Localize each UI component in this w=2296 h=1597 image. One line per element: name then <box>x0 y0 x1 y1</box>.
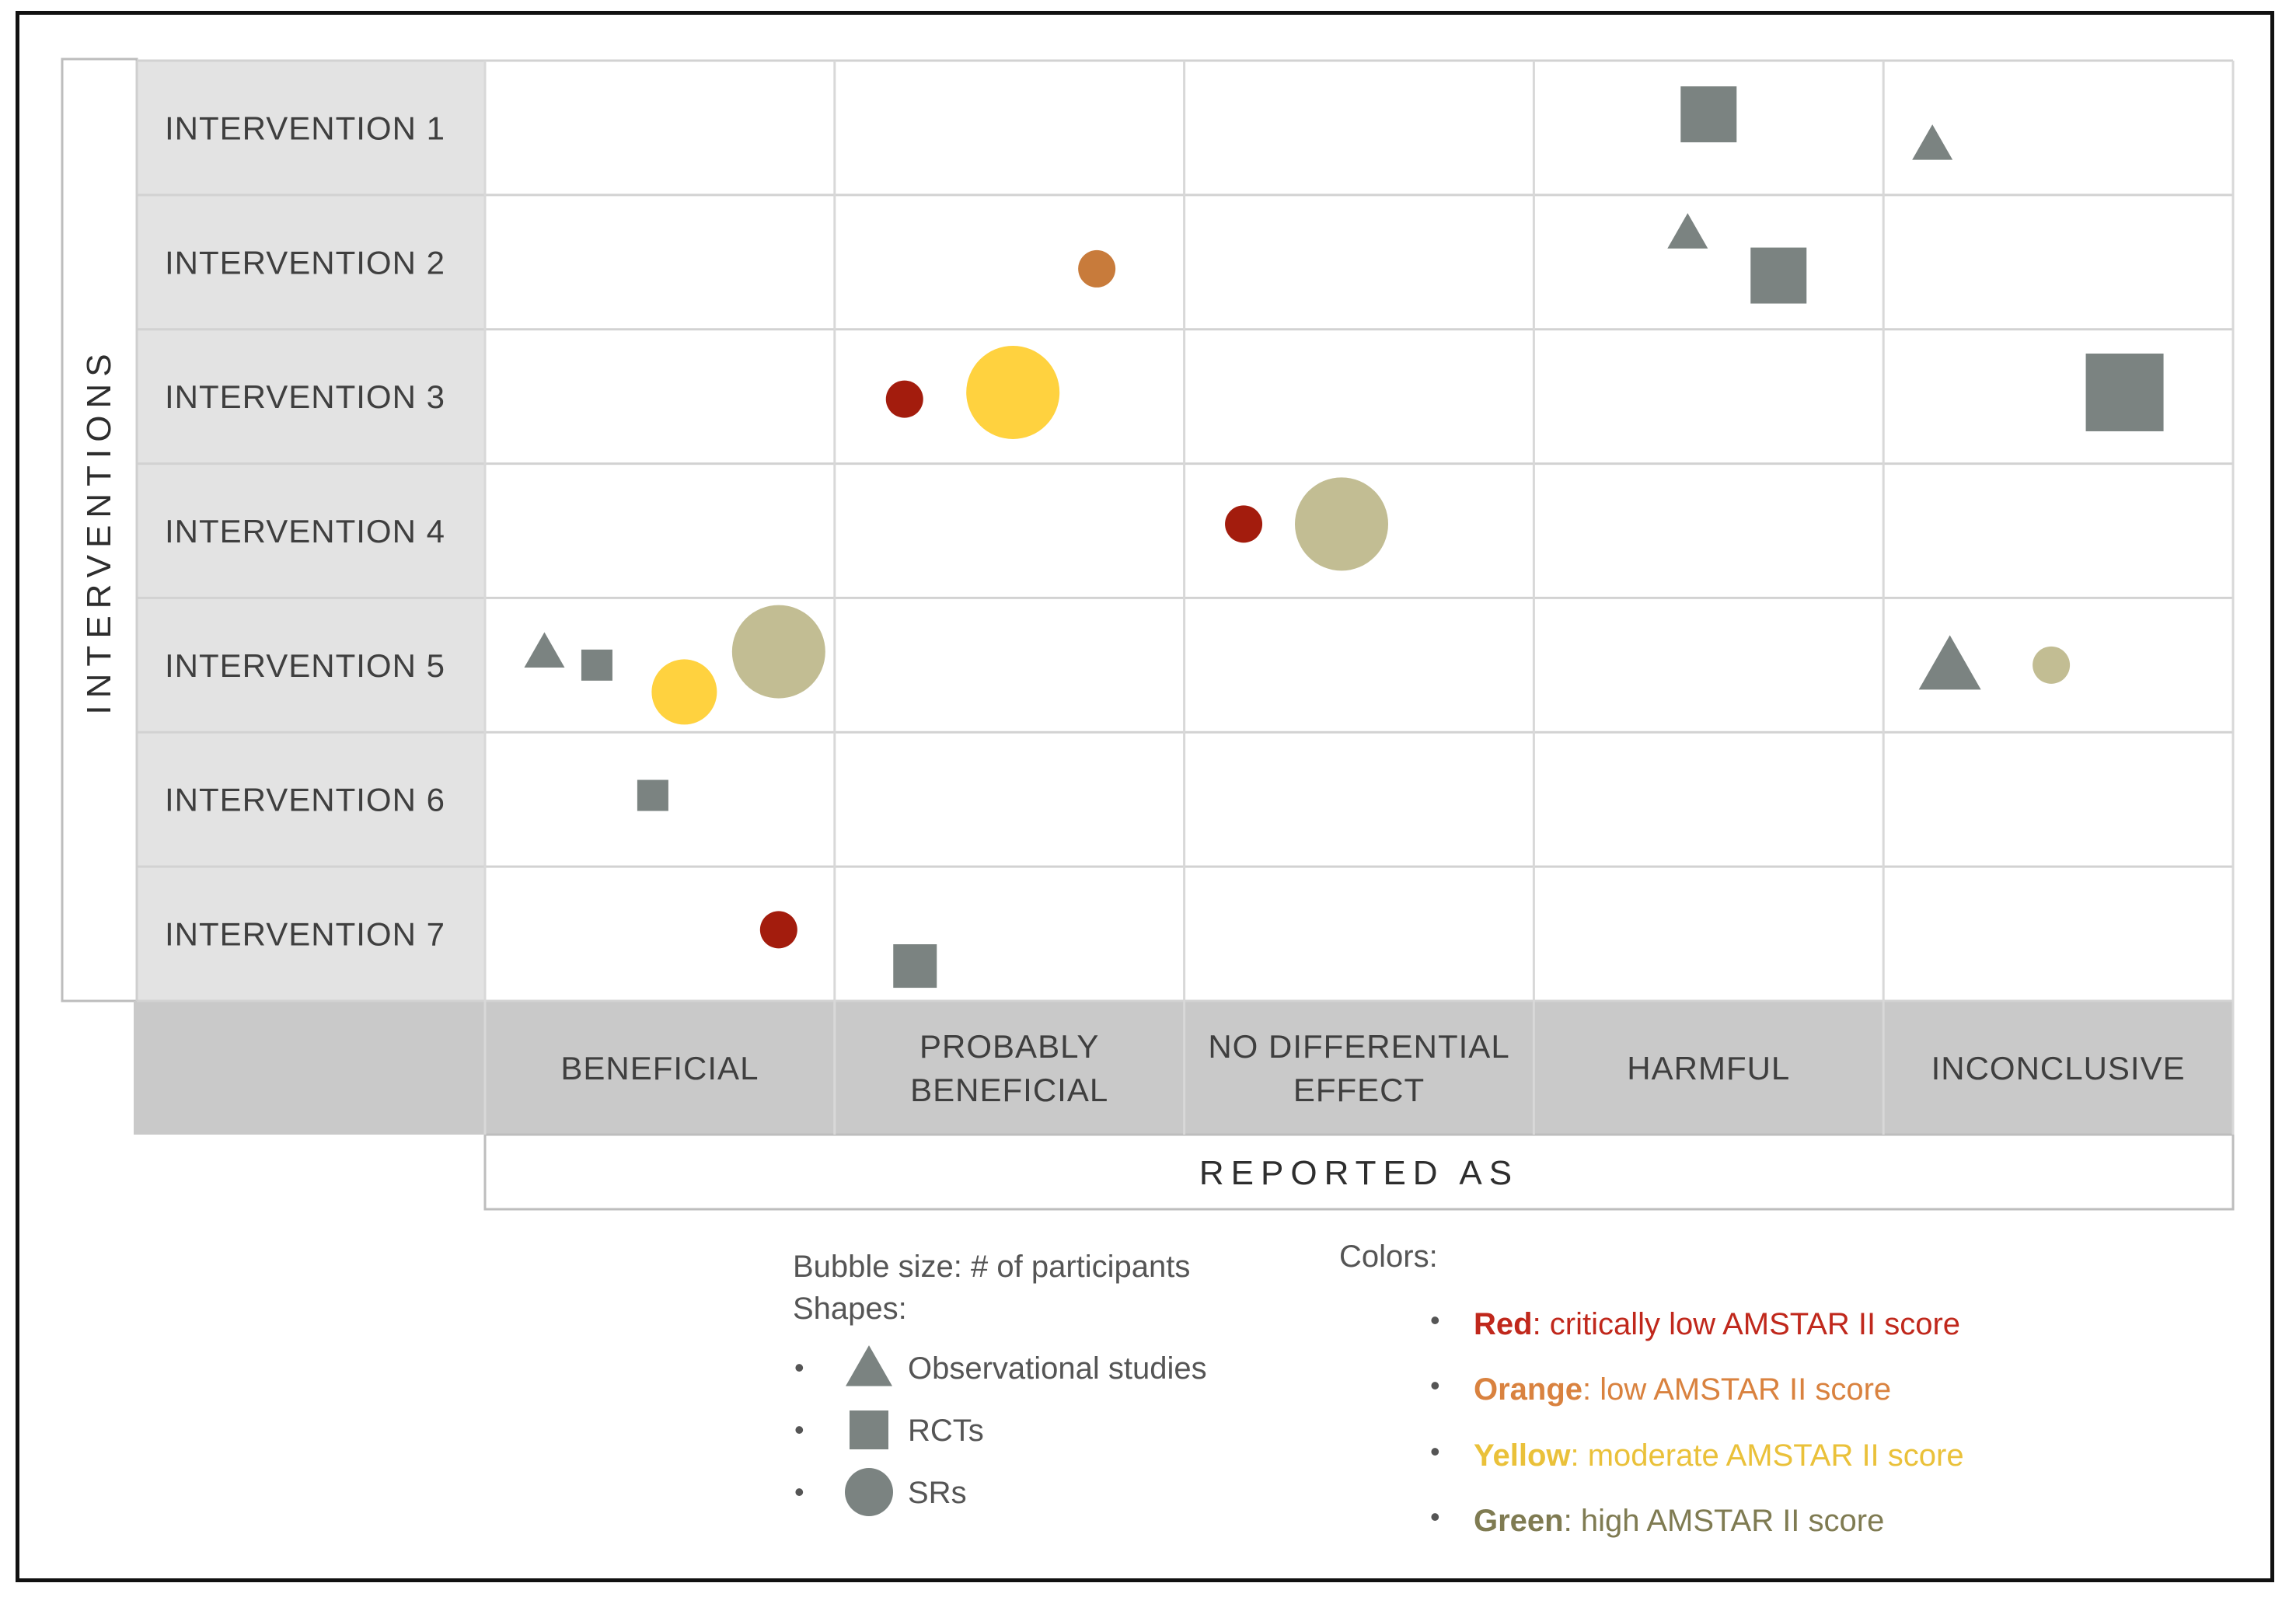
mark-circle-green-r5c5 <box>2033 646 2071 684</box>
x-axis-title-box <box>483 1133 2235 1211</box>
legend-color-desc: : moderate AMSTAR II score <box>1571 1438 1964 1473</box>
legend-shapes-title: Shapes: <box>793 1292 907 1326</box>
row-label: INTERVENTION 3 <box>165 378 445 415</box>
legend-bullet: • <box>1430 1501 1440 1532</box>
legend-color-key: Green <box>1474 1504 1564 1538</box>
mark-square-grey-r5c1 <box>581 649 612 681</box>
mark-triangle-grey-r5c1 <box>524 632 565 668</box>
row-label: INTERVENTION 6 <box>165 782 445 818</box>
legend-color-entry: Green: high AMSTAR II score <box>1474 1504 1884 1538</box>
row-label: INTERVENTION 4 <box>165 513 445 549</box>
row-label: INTERVENTION 7 <box>165 916 445 953</box>
mark-square-grey-r1c4 <box>1680 86 1737 143</box>
mark-circle-red-r7c1 <box>759 911 797 949</box>
legend-circle-icon <box>845 1468 893 1516</box>
legend-color-desc: : high AMSTAR II score <box>1564 1504 1885 1538</box>
legend-bullet: • <box>794 1414 804 1445</box>
legend-colors-title: Colors: <box>1339 1240 1438 1274</box>
legend-triangle-icon <box>846 1345 892 1386</box>
x-axis-title: REPORTED AS <box>1199 1154 1519 1192</box>
legend-shape-label: Observational studies <box>908 1351 1207 1386</box>
legend-color-entry: Red: critically low AMSTAR II score <box>1474 1307 1960 1341</box>
legend-bullet: • <box>1430 1304 1440 1336</box>
mark-square-grey-r6c1 <box>637 779 668 811</box>
legend-shape-label: SRs <box>908 1476 967 1510</box>
mark-circle-yellow-r3c2 <box>966 345 1060 439</box>
row-label: INTERVENTION 1 <box>165 110 445 146</box>
mark-square-grey-r3c5 <box>2085 353 2164 431</box>
legend-color-key: Yellow <box>1474 1438 1571 1473</box>
column-label: PROBABLY <box>919 1028 1099 1065</box>
mark-triangle-grey-r1c5 <box>1912 124 1953 160</box>
column-label: EFFECT <box>1293 1072 1425 1108</box>
legend-bubble-size: Bubble size: # of participants <box>793 1250 1190 1284</box>
mark-circle-red-r3c2 <box>885 380 923 418</box>
column-label: INCONCLUSIVE <box>1931 1050 2186 1086</box>
row-label-column <box>137 61 485 1001</box>
mark-triangle-grey-r5c5 <box>1918 635 1981 690</box>
legend-color-entry: Orange: low AMSTAR II score <box>1474 1372 1891 1407</box>
mark-triangle-grey-r2c4 <box>1667 213 1708 249</box>
legend-color-key: Orange <box>1474 1372 1582 1407</box>
legend-color-desc: : critically low AMSTAR II score <box>1533 1307 1960 1341</box>
legend-color-desc: : low AMSTAR II score <box>1582 1372 1891 1407</box>
mark-square-grey-r7c2 <box>893 944 937 989</box>
legend-bullet: • <box>794 1351 804 1383</box>
row-label: INTERVENTION 5 <box>165 647 445 684</box>
y-axis-title-box <box>61 58 138 1002</box>
legend-color-entry: Yellow: moderate AMSTAR II score <box>1474 1438 1964 1473</box>
legend-shape-label: RCTs <box>908 1414 984 1448</box>
row-label: INTERVENTION 2 <box>165 244 445 281</box>
mark-circle-yellow-r5c1 <box>651 659 717 725</box>
legend-bullet: • <box>1430 1435 1440 1467</box>
legend-color-key: Red <box>1474 1307 1533 1341</box>
legend-bullet: • <box>1430 1369 1440 1401</box>
legend-square-icon <box>850 1410 888 1449</box>
mark-square-grey-r2c4 <box>1750 247 1807 304</box>
column-label: HARMFUL <box>1627 1050 1790 1086</box>
column-label: BENEFICIAL <box>560 1050 759 1086</box>
legend-bullet: • <box>794 1476 804 1508</box>
mark-circle-red-r4c3 <box>1225 505 1263 543</box>
y-axis-title: INTERVENTIONS <box>80 347 118 714</box>
column-label: NO DIFFERENTIAL <box>1208 1028 1509 1065</box>
mark-circle-orange-r2c2 <box>1078 249 1116 288</box>
mark-circle-green-r4c3 <box>1295 477 1389 571</box>
column-label: BENEFICIAL <box>910 1072 1108 1108</box>
mark-circle-green-r5c1 <box>731 605 825 699</box>
